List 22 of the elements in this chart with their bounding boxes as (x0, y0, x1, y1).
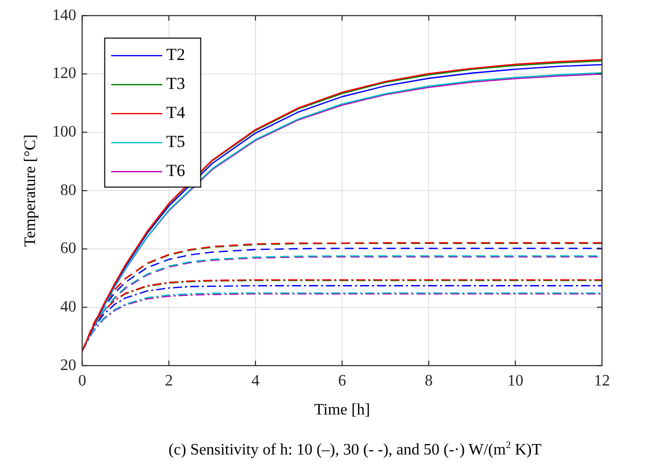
legend-label: T5 (166, 132, 186, 152)
x-tick-label: 6 (338, 372, 346, 390)
legend-label: T6 (166, 161, 186, 180)
y-tick-label: 20 (60, 356, 76, 374)
y-tick-label: 40 (60, 298, 76, 316)
y-tick-label: 120 (52, 65, 76, 82)
y-tick-label: 100 (52, 123, 76, 140)
legend-label: T2 (166, 45, 186, 64)
x-tick-label: 0 (78, 372, 86, 390)
x-tick-label: 2 (164, 372, 173, 390)
x-axis-title: Time [h] (314, 402, 370, 419)
legend-label: T3 (166, 74, 186, 94)
x-tick-label: 4 (251, 372, 260, 390)
y-tick-label: 80 (60, 182, 76, 199)
y-axis-title: Temperature [°C] (22, 134, 39, 247)
x-tick-label: 8 (424, 372, 433, 390)
legend-label: T4 (166, 103, 186, 122)
text: (c) Sensitivity of h: 10 (–), 30 (- -), and 50 (-·) W/(m$^{2}$ K)T (167, 440, 543, 460)
x-tick-label: 12 (594, 372, 610, 390)
y-tick-label: 60 (60, 240, 76, 258)
x-tick-label: 10 (507, 372, 524, 390)
y-tick-label: 140 (52, 6, 76, 24)
